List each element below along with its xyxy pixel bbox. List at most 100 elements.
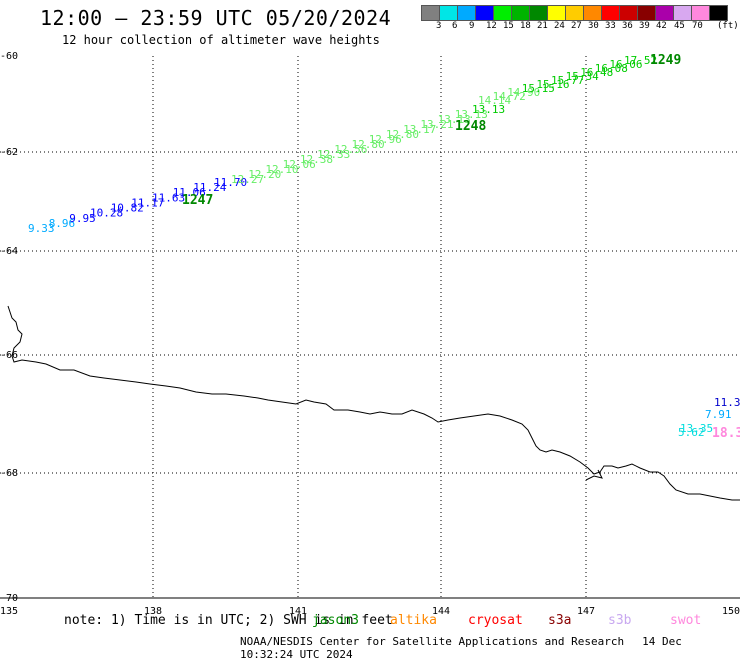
wave-height-label: 10.28: [90, 207, 123, 220]
wave-height-label: 11.63: [152, 191, 185, 204]
color-legend-labels: 3 6 9 12 15 18 21 24 27 30 33 36 39 42 45 70 (ft): [422, 21, 740, 33]
lon-tick-label: 150: [722, 606, 740, 617]
wave-height-label: 8.96: [49, 217, 75, 230]
coastline-inlet: [585, 469, 603, 481]
legend-swatch: [655, 5, 674, 21]
wave-height-label: 13.13: [455, 108, 488, 121]
wave-height-label: 15.77: [551, 74, 584, 87]
legend-label: 24: [554, 21, 565, 31]
wave-height-label: 18.3: [712, 426, 740, 441]
wave-height-label: 16.48: [580, 66, 613, 79]
coastline-path: [7, 305, 740, 501]
lat-tick-label: -60: [0, 51, 18, 62]
legend-label: 36: [622, 21, 633, 31]
lat-tick-label: -70: [0, 593, 18, 604]
lat-tick-label: -62: [0, 147, 18, 158]
legend-label: 39: [639, 21, 650, 31]
wave-height-label: 9.95: [69, 212, 96, 225]
wave-height-label: 13.13: [472, 103, 505, 116]
wave-height-label: 12.56: [334, 143, 367, 156]
satellite-s3b: s3b: [608, 613, 632, 628]
legend-label: 18: [520, 21, 531, 31]
legend-swatch: [457, 5, 476, 21]
wave-height-label: 11.24: [193, 181, 226, 194]
legend-label: 3: [436, 21, 442, 31]
wave-height-label: 12.33: [317, 148, 350, 161]
legend-swatch: [637, 5, 656, 21]
legend-label: 70: [692, 21, 703, 31]
map-title: 12:00 – 23:59 UTC 05/20/2024: [40, 6, 392, 30]
legend-swatch: [439, 5, 458, 21]
legend-swatch: [529, 5, 548, 21]
footer-source: NOAA/NESDIS Center for Satellite Applica…: [240, 635, 625, 648]
track-1248: 12.2712.2012.1012.0612.3812.3312.5612.80…: [231, 103, 505, 186]
wave-height-label: 12.10: [265, 163, 298, 176]
wave-height-label: 7.91: [705, 408, 732, 421]
wave-height-label: 16.08: [595, 62, 628, 75]
satellite-cryosat: cryosat: [468, 613, 523, 628]
legend-swatch: [583, 5, 602, 21]
track-1247: 9.338.969.9510.2810.8211.1711.6311.0611.…: [28, 176, 247, 235]
lat-tick-label: -64: [0, 246, 18, 257]
wave-height-label: 12.96: [369, 133, 402, 146]
wave-height-label: 12.06: [283, 158, 316, 171]
wave-height-label: 15.15: [522, 82, 555, 95]
altimeter-tracks: 9.338.969.9510.2810.8211.1711.6311.0611.…: [28, 53, 740, 441]
wave-height-label: 13.17: [403, 123, 436, 136]
wave-height-label: 12.80: [386, 128, 419, 141]
track-id-label: 1248: [455, 119, 486, 134]
wave-height-label: 17.52: [624, 54, 657, 67]
wave-height-label: 15.16: [536, 78, 569, 91]
wave-height-label: 11.38: [714, 396, 740, 409]
wave-height-label: 13.35: [680, 422, 713, 435]
wave-height-label: 12.80: [352, 138, 385, 151]
legend-label: 15: [503, 21, 514, 31]
legend-label: 42: [656, 21, 667, 31]
lon-tick-label: 144: [432, 606, 450, 617]
wave-height-label: 14.14: [478, 94, 511, 107]
wave-height-label: 13.21: [420, 118, 453, 131]
wave-height-label: 12.20: [248, 168, 281, 181]
legend-swatch: [511, 5, 530, 21]
legend-swatch: [709, 5, 728, 21]
legend-label: 33: [605, 21, 616, 31]
satellite-s3a: s3a: [548, 613, 572, 628]
legend-label: 21: [537, 21, 548, 31]
wave-height-label: 14.72: [493, 90, 526, 103]
map-subtitle: 12 hour collection of altimeter wave hei…: [62, 33, 380, 47]
legend-label: 30: [588, 21, 599, 31]
legend-swatch: [601, 5, 620, 21]
track-id-label: 1249: [650, 53, 681, 68]
legend-unit: (ft): [717, 21, 739, 31]
legend-swatch: [691, 5, 710, 21]
footer: NOAA/NESDIS Center for Satellite Applica…: [240, 635, 740, 661]
legend-swatch: [673, 5, 692, 21]
lat-lon-grid: [0, 56, 740, 599]
legend-swatch: [565, 5, 584, 21]
track-id-label: 1247: [182, 193, 213, 208]
wave-height-label: 5.62: [678, 426, 705, 439]
legend-label: 6: [452, 21, 458, 31]
legend-swatch: [475, 5, 494, 21]
wave-height-label: 14.90: [507, 86, 540, 99]
color-legend: [421, 5, 728, 21]
legend-swatch: [547, 5, 566, 21]
lon-tick-label: 141: [289, 606, 307, 617]
coastline: [7, 305, 740, 501]
legend-label: 12: [486, 21, 497, 31]
wave-height-label: 11.17: [131, 196, 164, 209]
satellite-altika: altika: [390, 613, 437, 628]
wave-height-label: 12.38: [300, 153, 333, 166]
wave-height-label: 10.82: [111, 202, 144, 215]
legend-label: 9: [469, 21, 475, 31]
wave-height-label: 15.34: [566, 70, 599, 83]
legend-label: 45: [674, 21, 685, 31]
legend-swatch: [421, 5, 440, 21]
axis-labels: 135 138 141 144 147 150 -60 -62 -64 -66 -68 -70: [0, 51, 740, 617]
legend-label: 27: [571, 21, 582, 31]
wave-height-label: 13.13: [438, 113, 471, 126]
lon-tick-label: 147: [577, 606, 595, 617]
wave-height-label: 11.70: [214, 176, 247, 189]
